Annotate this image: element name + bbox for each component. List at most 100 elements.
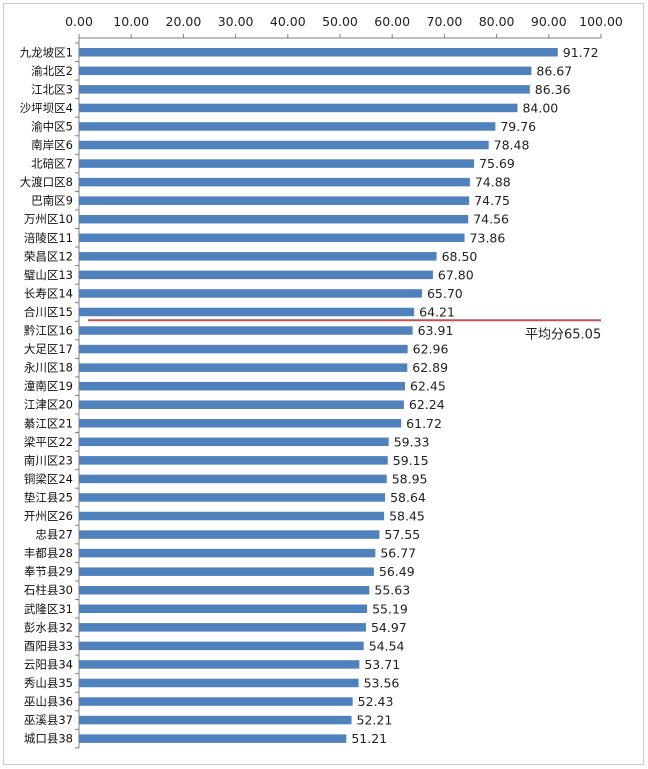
bar (79, 48, 558, 57)
value-label: 55.19 (372, 601, 408, 616)
bar (79, 233, 465, 243)
bar (79, 604, 368, 614)
bar (79, 456, 388, 465)
bar (79, 493, 386, 502)
category-label: 北碚区7 (31, 157, 73, 171)
category-label: 城口县38 (24, 732, 73, 746)
value-label: 74.88 (475, 175, 511, 190)
bar (79, 196, 470, 205)
x-tick-label: 70.00 (427, 14, 463, 29)
value-label: 86.36 (535, 82, 571, 97)
category-label: 丰都县28 (24, 546, 73, 560)
category-label: 江北区3 (31, 82, 73, 96)
category-label: 梁平区22 (24, 435, 73, 449)
bar (79, 140, 489, 150)
value-label: 91.72 (563, 45, 599, 60)
value-label: 59.15 (393, 453, 429, 468)
category-label: 忠县27 (35, 528, 73, 542)
value-label: 61.72 (406, 416, 442, 431)
value-label: 75.69 (479, 156, 515, 171)
category-label: 垫江县25 (24, 490, 73, 504)
category-label: 黔江区16 (24, 324, 73, 338)
bar (79, 641, 364, 651)
bar (79, 585, 370, 595)
bar (79, 381, 405, 391)
value-label: 58.45 (389, 509, 425, 524)
value-label: 67.80 (438, 267, 474, 282)
value-label: 84.00 (522, 100, 558, 115)
category-label: 奉节县29 (24, 565, 73, 579)
category-label: 巫山县36 (24, 695, 73, 709)
bar (79, 252, 437, 261)
category-label: 巴南区9 (31, 194, 73, 208)
bar (79, 103, 518, 113)
value-label: 62.96 (413, 342, 449, 357)
bar (79, 623, 366, 632)
value-label: 51.21 (351, 731, 387, 746)
value-label: 52.43 (358, 694, 394, 709)
value-label: 59.33 (394, 434, 430, 449)
category-label: 潼南区19 (24, 379, 73, 393)
x-tick-label: 50.00 (322, 14, 358, 29)
value-label: 55.63 (374, 583, 410, 598)
category-label: 巫溪县37 (24, 713, 73, 727)
bar (79, 419, 402, 428)
value-label: 64.21 (419, 304, 455, 319)
category-label: 涪陵区11 (24, 231, 73, 245)
value-label: 62.24 (409, 397, 445, 412)
bar (79, 567, 374, 576)
category-label: 酉阳县33 (24, 639, 73, 653)
category-label: 九龙坡区1 (20, 45, 73, 59)
value-label: 56.49 (379, 564, 415, 579)
average-line-group: 平均分65.05 (88, 319, 601, 342)
bar (79, 734, 347, 743)
value-label: 62.45 (410, 379, 446, 394)
category-label: 大渡口区8 (20, 175, 73, 189)
category-label: 万州区10 (24, 212, 73, 226)
value-label: 79.76 (500, 119, 536, 134)
value-label: 53.71 (364, 657, 400, 672)
bar (79, 289, 422, 298)
average-label: 平均分65.05 (525, 327, 601, 342)
value-label: 54.54 (369, 638, 405, 653)
bar (79, 697, 353, 706)
x-tick-label: 100.00 (579, 14, 623, 29)
value-label: 56.77 (380, 546, 416, 561)
x-tick-label: 30.00 (218, 14, 254, 29)
value-label: 58.95 (392, 471, 428, 486)
value-label: 58.64 (390, 490, 426, 505)
bar (79, 511, 385, 521)
category-label: 铜梁区24 (24, 472, 73, 486)
bar (79, 400, 404, 409)
category-label: 武隆区31 (24, 602, 73, 616)
bar (79, 344, 408, 354)
value-label: 73.86 (470, 230, 506, 245)
category-label: 大足区17 (24, 342, 73, 356)
value-label: 52.21 (357, 713, 393, 728)
category-label: 开州区26 (24, 509, 73, 523)
category-label: 綦江区21 (24, 416, 73, 430)
category-label: 长寿区14 (24, 286, 73, 300)
value-label: 54.97 (371, 620, 407, 635)
x-tick-label: 0.00 (65, 14, 93, 29)
bar-chart: 0.00 10.00 20.00 30.00 40.00 50.00 60.00 70.00 8… (20, 14, 623, 749)
category-label: 沙坪坝区4 (20, 101, 73, 115)
category-label: 渝中区5 (31, 119, 73, 133)
value-label: 53.56 (364, 675, 400, 690)
value-label: 86.67 (536, 63, 572, 78)
x-axis-ticks: 0.00 10.00 20.00 30.00 40.00 50.00 60.00 70.00 8… (65, 14, 623, 38)
category-label: 南川区23 (24, 453, 73, 467)
bars: 九龙坡区1 91.72 渝北区2 86.67 江北区3 86.36 沙坪坝区4 84.00 渝中… (20, 45, 599, 746)
value-label: 63.91 (418, 323, 454, 338)
x-tick-label: 60.00 (374, 14, 410, 29)
bar (79, 530, 380, 539)
bar (79, 66, 532, 76)
x-tick-label: 40.00 (270, 14, 306, 29)
bar (79, 678, 359, 688)
value-label: 62.89 (412, 360, 448, 375)
chart-frame: 0.00 10.00 20.00 30.00 40.00 50.00 60.00 70.00 8… (3, 3, 644, 765)
bar (79, 270, 433, 280)
category-label: 云阳县34 (24, 657, 73, 671)
category-label: 彭水县32 (24, 620, 73, 634)
value-label: 74.75 (474, 193, 510, 208)
